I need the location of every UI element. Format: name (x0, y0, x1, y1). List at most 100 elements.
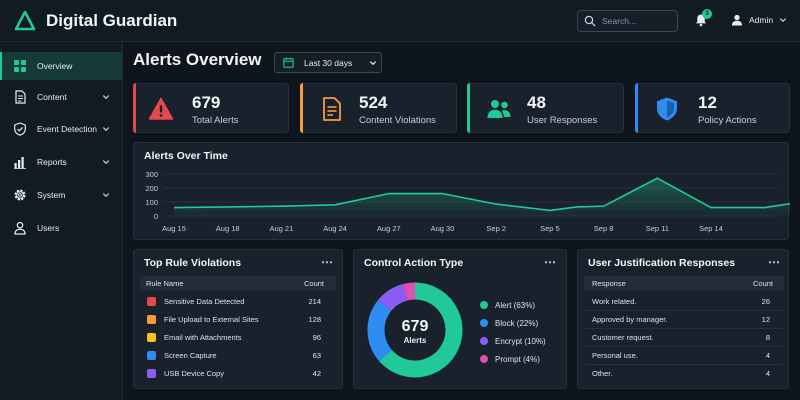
row-divider (586, 310, 782, 311)
donut-center-value: 679 (402, 318, 429, 335)
logo-icon (14, 10, 36, 30)
chevron-down-icon (102, 95, 110, 100)
user-menu[interactable]: Admin (731, 14, 787, 26)
rule-count: 214 (308, 297, 321, 306)
chevron-down-icon (369, 61, 377, 66)
sidebar-item-event-detection[interactable]: Event Detection (0, 115, 122, 143)
rule-name: File Upload to External Sites (164, 315, 259, 324)
legend-dot (480, 337, 488, 345)
rule-count: 42 (312, 369, 321, 378)
response-text: Approved by manager. (592, 315, 668, 324)
sidebar-item-label: Content (37, 92, 67, 102)
x-tick-label: Aug 18 (216, 224, 240, 233)
notification-badge: 3 (702, 9, 712, 19)
response-count: 8 (765, 333, 770, 342)
page-title: Alerts Overview (133, 50, 262, 69)
date-range-label: Last 30 days (304, 57, 353, 68)
sidebar: Overview Content Event Detection Rep (0, 42, 123, 400)
legend-label: Encrypt (10%) (495, 337, 546, 346)
table-header: Rule Name Count (140, 276, 336, 291)
rule-name: Screen Capture (164, 351, 217, 360)
color-swatch (147, 369, 156, 378)
notifications-button[interactable]: 3 (694, 9, 712, 27)
sidebar-item-content[interactable]: Content (0, 83, 122, 111)
user-icon (732, 14, 742, 26)
kpi-card-total-alerts[interactable]: 679 Total Alerts (133, 83, 289, 133)
color-swatch (147, 315, 156, 324)
series-area (174, 178, 790, 216)
legend-label: Alert (63%) (495, 301, 535, 310)
y-tick-label: 100 (145, 198, 158, 207)
kpi-label: User Responses (527, 115, 598, 126)
x-tick-label: Aug 21 (270, 224, 294, 233)
sidebar-item-reports[interactable]: Reports (0, 148, 122, 176)
top-bar: Digital Guardian 3 Admin (0, 0, 800, 42)
more-options-icon[interactable]: ⋯ (321, 255, 334, 269)
user-icon (14, 221, 26, 235)
kpi-label: Content Violations (359, 115, 436, 126)
panel-title: User Justification Responses (588, 257, 736, 269)
x-tick-label: Aug 15 (162, 224, 186, 233)
more-options-icon[interactable]: ⋯ (768, 255, 781, 269)
panel-title: Top Rule Violations (144, 257, 242, 269)
calendar-icon (283, 57, 294, 68)
row-divider (586, 364, 782, 365)
row-divider (586, 346, 782, 347)
legend-dot (480, 301, 488, 309)
y-tick-label: 0 (154, 212, 158, 221)
column-header: Rule Name (146, 279, 184, 288)
donut-slice-alert (379, 282, 463, 378)
kpi-card-content-violations[interactable]: 524 Content Violations (300, 83, 457, 133)
warning-icon (148, 97, 174, 120)
control-action-type-panel: Control Action Type ⋯ 679 Alerts Alert (63… (353, 249, 567, 389)
search-input[interactable] (602, 16, 672, 26)
x-tick-label: Sep 8 (594, 224, 614, 233)
date-range-select[interactable]: Last 30 days (274, 52, 382, 73)
series-line (173, 177, 790, 212)
donut-slice-encrypt (378, 284, 408, 312)
color-swatch (147, 333, 156, 342)
donut-slice-prompt (403, 282, 416, 301)
gear-icon (14, 189, 26, 201)
more-options-icon[interactable]: ⋯ (544, 255, 557, 269)
kpi-value: 48 (527, 93, 546, 112)
user-name: Admin (749, 15, 774, 25)
sidebar-item-users[interactable]: Users (0, 214, 122, 242)
kpi-card-policy-actions[interactable]: 12 Policy Actions (635, 83, 790, 133)
legend-dot (480, 319, 488, 327)
column-header: Response (592, 279, 626, 288)
brand[interactable]: Digital Guardian (0, 10, 240, 32)
rule-name: USB Device Copy (164, 369, 225, 378)
y-tick-label: 200 (145, 184, 158, 193)
rule-count: 96 (312, 333, 321, 342)
panel-title: Control Action Type (364, 257, 464, 269)
sidebar-item-label: Overview (37, 61, 73, 71)
shield-icon (657, 97, 677, 121)
bar-chart-icon (14, 157, 26, 169)
sidebar-item-system[interactable]: System (0, 181, 122, 209)
kpi-card-user-responses[interactable]: 48 User Responses (467, 83, 624, 133)
alerts-over-time-panel: Alerts Over Time 0 100 200 300 Aug 15 Aug 18 A… (133, 142, 790, 241)
chevron-down-icon (102, 127, 110, 132)
kpi-accent-bar (635, 83, 638, 133)
table-header: Response Count (584, 276, 784, 291)
donut-center-label: Alerts (404, 336, 427, 345)
response-count: 4 (765, 369, 770, 378)
x-tick-label: Aug 27 (377, 224, 401, 233)
row-divider (586, 328, 782, 329)
alerts-over-time-chart[interactable]: 0 100 200 300 Aug 15 Aug 18 Aug 21 Aug 24 Aug 27… (134, 143, 790, 241)
legend-label: Prompt (4%) (495, 355, 540, 364)
rule-count: 128 (308, 315, 321, 324)
kpi-label: Policy Actions (698, 115, 757, 126)
response-count: 4 (765, 351, 770, 360)
response-count: 12 (761, 315, 770, 324)
response-text: Personal use. (592, 351, 638, 360)
kpi-accent-bar (467, 83, 470, 133)
sidebar-item-overview[interactable]: Overview (0, 52, 122, 80)
app-name: Digital Guardian (46, 10, 178, 30)
kpi-label: Total Alerts (192, 115, 239, 126)
search-box[interactable] (577, 10, 678, 32)
chevron-down-icon (102, 160, 110, 165)
donut-slice-block (367, 300, 393, 362)
